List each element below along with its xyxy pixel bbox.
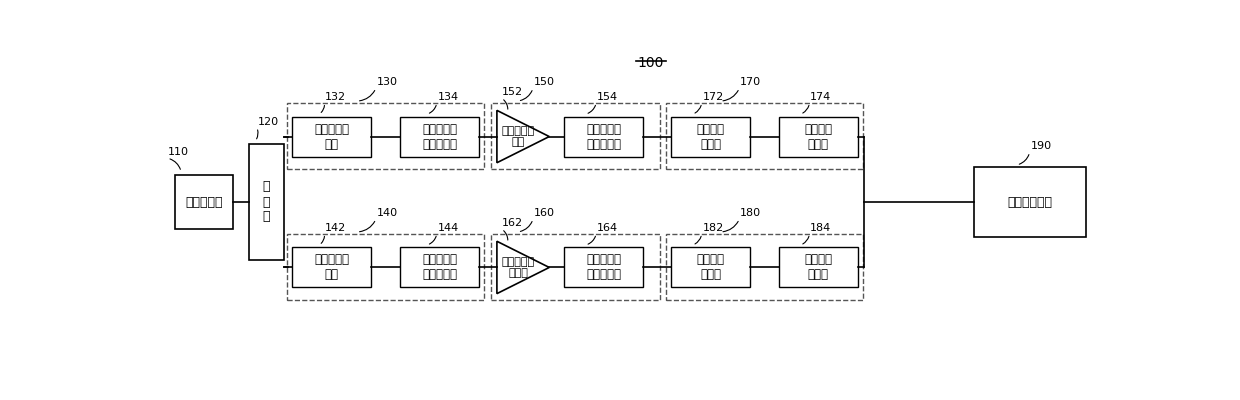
Text: 144: 144 [438, 223, 459, 233]
FancyBboxPatch shape [671, 248, 750, 288]
Text: 142: 142 [325, 223, 346, 233]
Text: 第二输出阻
抗匹配模块: 第二输出阻 抗匹配模块 [587, 254, 621, 282]
FancyBboxPatch shape [399, 248, 479, 288]
Text: 134: 134 [438, 92, 459, 102]
Text: 180: 180 [740, 208, 761, 218]
FancyBboxPatch shape [293, 116, 372, 156]
Text: 120: 120 [258, 116, 279, 126]
Text: 第一带宽输
入匹配模块: 第一带宽输 入匹配模块 [422, 122, 458, 150]
Text: 峰值功率放
大模块: 峰值功率放 大模块 [502, 257, 534, 278]
Text: 100: 100 [637, 56, 665, 70]
FancyBboxPatch shape [564, 248, 644, 288]
Text: 154: 154 [596, 92, 618, 102]
Text: 阻抗变换网络: 阻抗变换网络 [1008, 196, 1053, 208]
Text: 主功率放大
模块: 主功率放大 模块 [502, 126, 534, 147]
Polygon shape [497, 241, 549, 294]
Text: 第一输出阻
抗匹配模块: 第一输出阻 抗匹配模块 [587, 122, 621, 150]
Text: 第二附加
补偿线: 第二附加 补偿线 [805, 254, 832, 282]
Text: 162: 162 [502, 218, 523, 228]
Polygon shape [497, 110, 549, 163]
Text: 第二输出
补偿线: 第二输出 补偿线 [697, 254, 724, 282]
FancyBboxPatch shape [175, 175, 233, 229]
FancyBboxPatch shape [671, 116, 750, 156]
Text: 第二输入补
偿线: 第二输入补 偿线 [314, 254, 350, 282]
Text: 功
分
器: 功 分 器 [263, 180, 270, 224]
Text: 第一附加
补偿线: 第一附加 补偿线 [805, 122, 832, 150]
Text: 160: 160 [534, 208, 554, 218]
Text: 190: 190 [1030, 141, 1052, 151]
Text: 第一输入补
偿线: 第一输入补 偿线 [314, 122, 350, 150]
FancyBboxPatch shape [779, 116, 858, 156]
Text: 174: 174 [810, 92, 832, 102]
FancyBboxPatch shape [293, 248, 372, 288]
FancyBboxPatch shape [564, 116, 644, 156]
Text: 164: 164 [596, 223, 618, 233]
Text: 150: 150 [534, 77, 554, 87]
Text: 184: 184 [810, 223, 832, 233]
Text: 140: 140 [377, 208, 398, 218]
FancyBboxPatch shape [399, 116, 479, 156]
Text: 信号输入端: 信号输入端 [185, 196, 223, 208]
Text: 第一输出
补偿线: 第一输出 补偿线 [697, 122, 724, 150]
Text: 170: 170 [740, 77, 761, 87]
FancyBboxPatch shape [975, 167, 1086, 237]
Text: 132: 132 [325, 92, 346, 102]
Text: 182: 182 [703, 223, 724, 233]
Text: 172: 172 [703, 92, 724, 102]
FancyBboxPatch shape [249, 144, 284, 260]
Text: 110: 110 [169, 147, 190, 157]
Text: 130: 130 [377, 77, 398, 87]
Text: 第二带宽输
入匹配模块: 第二带宽输 入匹配模块 [422, 254, 458, 282]
Text: 152: 152 [502, 87, 523, 97]
FancyBboxPatch shape [779, 248, 858, 288]
